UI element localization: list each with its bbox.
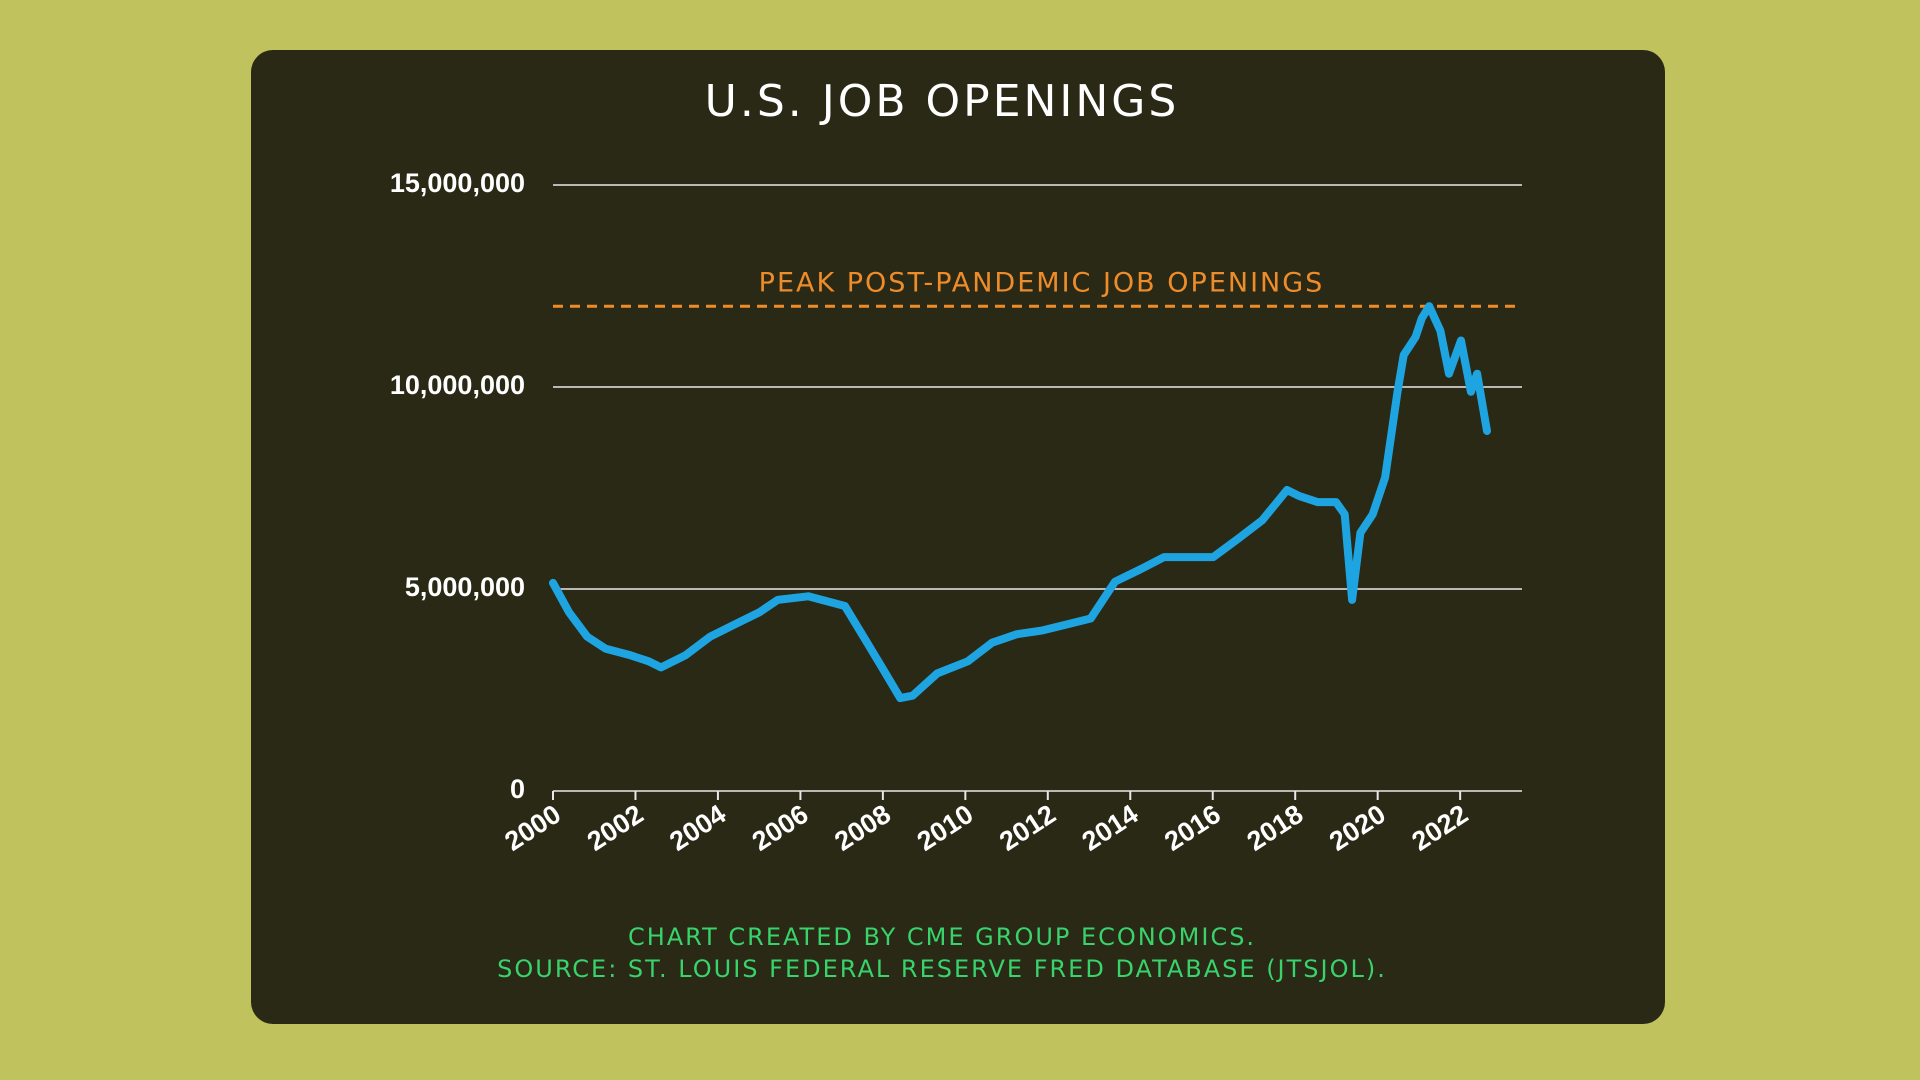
data-line [549,302,1491,703]
y-tick-label: 15,000,000 [390,168,525,198]
y-tick-label: 0 [510,774,525,804]
footer-note: SOURCE: ST. LOUIS FEDERAL RESERVE FRED D… [497,955,1387,983]
chart-title: U.S. JOB OPENINGS [705,76,1180,127]
footer-note: CHART CREATED BY CME GROUP ECONOMICS. [628,923,1256,951]
y-tick-label: 10,000,000 [390,370,525,400]
panel [251,50,1665,1024]
annotation: PEAK POST-PANDEMIC JOB OPENINGS [759,268,1325,299]
y-tick-label: 5,000,000 [405,572,525,602]
